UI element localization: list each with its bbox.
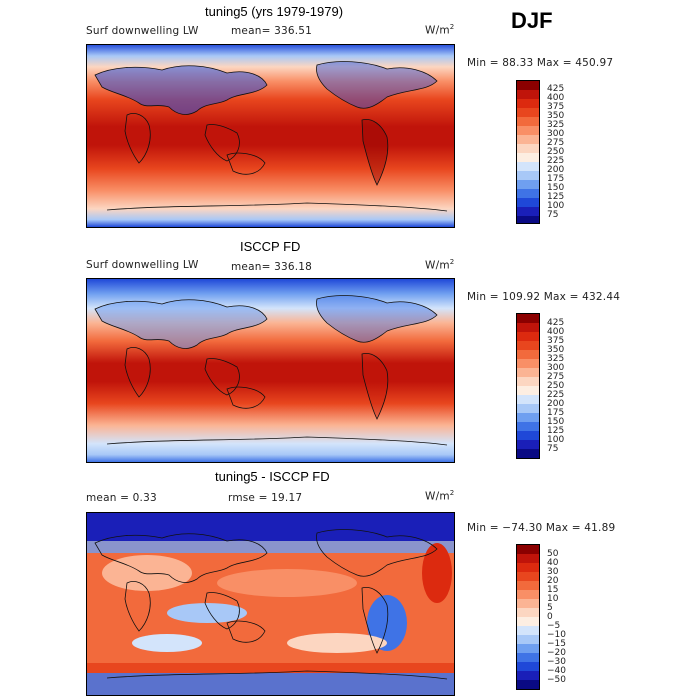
panel1-coastlines — [94, 61, 448, 212]
cb2-label: 400 — [547, 327, 565, 337]
cb3-label: −20 — [547, 648, 566, 658]
cb1-label: 75 — [547, 210, 559, 220]
panel3-coastlines — [94, 529, 448, 680]
cb1-label: 375 — [547, 102, 565, 112]
panel3-title: tuning5 - ISCCP FD — [215, 469, 330, 484]
cb3-label: −40 — [547, 666, 566, 676]
cb3-label: 0 — [547, 612, 553, 622]
cb2-label: 100 — [547, 435, 565, 445]
cb2-label: 175 — [547, 408, 565, 418]
panel2-title: ISCCP FD — [240, 239, 301, 254]
cb1-label: 425 — [547, 84, 565, 94]
panel1-map — [86, 44, 455, 228]
cb3-label: −30 — [547, 657, 566, 667]
cb3-label: −15 — [547, 639, 566, 649]
cb2-label: 275 — [547, 372, 565, 382]
panel2-colorbar — [516, 313, 540, 459]
cb2-label: 300 — [547, 363, 565, 373]
cb1-label: 175 — [547, 174, 565, 184]
cb3-label: 5 — [547, 603, 553, 613]
cb3-label: 15 — [547, 585, 559, 595]
cb1-label: 150 — [547, 183, 565, 193]
season-label: DJF — [511, 8, 553, 33]
cb1-label: 100 — [547, 201, 565, 211]
cb2-label: 425 — [547, 318, 565, 328]
cb1-label: 350 — [547, 111, 565, 121]
cb1-label: 400 — [547, 93, 565, 103]
cb2-label: 375 — [547, 336, 565, 346]
cb3-label: 20 — [547, 576, 559, 586]
cb1-label: 250 — [547, 147, 565, 157]
panel1-title: tuning5 (yrs 1979-1979) — [205, 4, 344, 19]
cb1-label: 225 — [547, 156, 565, 166]
panel1-mean: mean= 336.51 — [231, 25, 313, 37]
panel3-units: W/m2 — [425, 489, 455, 503]
cb3-label: −5 — [547, 621, 561, 631]
cb1-label: 325 — [547, 120, 565, 130]
panel3-minmax: Min = −74.30 Max = 41.89 — [467, 522, 616, 534]
panel1-units: W/m2 — [425, 23, 455, 37]
cb2-label: 350 — [547, 345, 565, 355]
cb1-label: 275 — [547, 138, 565, 148]
panel2-minmax: Min = 109.92 Max = 432.44 — [467, 291, 621, 303]
cb2-label: 125 — [547, 426, 565, 436]
cb2-label: 200 — [547, 399, 565, 409]
panel2-map — [86, 278, 455, 463]
panel1-minmax: Min = 88.33 Max = 450.97 — [467, 57, 614, 69]
panel3-anomalies — [87, 513, 454, 695]
panel2-units: W/m2 — [425, 258, 455, 272]
cb1-label: 125 — [547, 192, 565, 202]
panel3-colorbar — [516, 544, 540, 690]
cb2-label: 150 — [547, 417, 565, 427]
panel1-variable: Surf downwelling LW — [86, 25, 199, 37]
panel2-coastlines — [94, 295, 448, 446]
cb2-label: 75 — [547, 444, 559, 454]
cb1-label: 300 — [547, 129, 565, 139]
panel3-map — [86, 512, 455, 696]
cb2-label: 225 — [547, 390, 565, 400]
cb3-label: −10 — [547, 630, 566, 640]
panel3-mean: mean = 0.33 — [86, 492, 157, 504]
cb3-label: −50 — [547, 675, 566, 685]
cb3-label: 50 — [547, 549, 559, 559]
cb2-label: 325 — [547, 354, 565, 364]
cb1-label: 200 — [547, 165, 565, 175]
panel1-colorbar — [516, 80, 540, 224]
panel3-rmse: rmse = 19.17 — [228, 492, 303, 504]
panel2-mean: mean= 336.18 — [231, 261, 313, 273]
cb3-label: 30 — [547, 567, 559, 577]
cb2-label: 250 — [547, 381, 565, 391]
panel2-variable: Surf downwelling LW — [86, 259, 199, 271]
cb3-label: 10 — [547, 594, 559, 604]
cb3-label: 40 — [547, 558, 559, 568]
